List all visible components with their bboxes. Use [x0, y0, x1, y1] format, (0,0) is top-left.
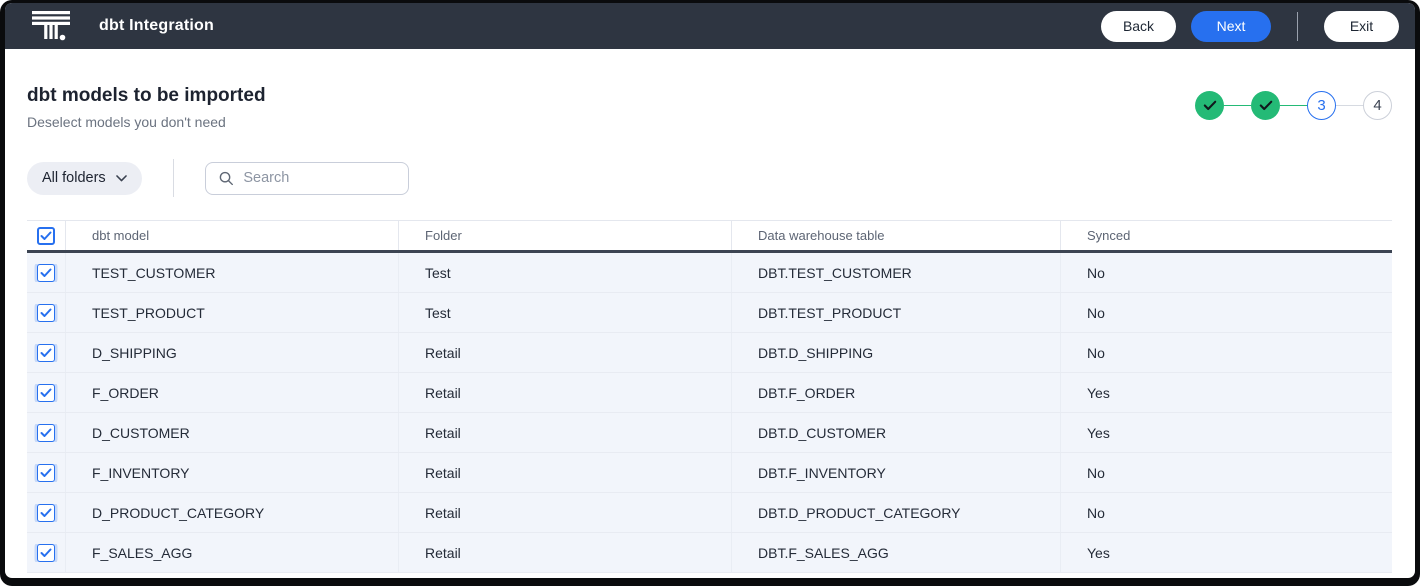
- search-icon: [219, 171, 233, 185]
- exit-button[interactable]: Exit: [1324, 10, 1399, 42]
- cell-folder: Test: [425, 304, 451, 321]
- folder-filter-dropdown[interactable]: All folders: [27, 161, 142, 195]
- wizard-step-4: 4: [1363, 91, 1392, 120]
- cell-synced: Yes: [1087, 384, 1110, 401]
- cell-folder: Retail: [425, 504, 461, 521]
- table-row: F_ORDER Retail DBT.F_ORDER Yes: [27, 373, 1392, 413]
- table-row: TEST_PRODUCT Test DBT.TEST_PRODUCT No: [27, 293, 1392, 333]
- cell-dbt-model: D_SHIPPING: [92, 344, 177, 361]
- search-box[interactable]: [204, 161, 409, 195]
- row-checkbox[interactable]: [37, 343, 55, 362]
- chevron-down-icon: [115, 174, 127, 181]
- filter-divider: [172, 159, 174, 197]
- cell-synced: Yes: [1087, 544, 1110, 561]
- section-title: dbt models to be imported: [27, 85, 266, 106]
- table-row: TEST_CUSTOMER Test DBT.TEST_CUSTOMER No: [27, 253, 1392, 293]
- cell-warehouse-table: DBT.F_INVENTORY: [758, 464, 886, 481]
- thoughtspot-logo-icon: [31, 10, 73, 42]
- section-subtitle: Deselect models you don't need: [27, 114, 226, 130]
- wizard-step-1-complete-icon: [1195, 91, 1224, 120]
- row-checkbox[interactable]: [37, 383, 55, 402]
- cell-warehouse-table: DBT.D_PRODUCT_CATEGORY: [758, 504, 961, 521]
- cell-dbt-model: F_SALES_AGG: [92, 544, 193, 561]
- cell-synced: No: [1087, 464, 1105, 481]
- cell-folder: Test: [425, 264, 451, 281]
- row-checkbox[interactable]: [37, 303, 55, 322]
- select-all-checkbox[interactable]: [37, 226, 55, 245]
- folder-filter-label: All folders: [42, 170, 106, 186]
- step-connector: [1280, 104, 1307, 107]
- cell-warehouse-table: DBT.TEST_CUSTOMER: [758, 264, 912, 281]
- cell-dbt-model: F_ORDER: [92, 384, 159, 401]
- search-input[interactable]: [243, 170, 398, 186]
- topbar-divider: [1297, 11, 1298, 41]
- next-button[interactable]: Next: [1191, 10, 1271, 42]
- cell-synced: No: [1087, 264, 1105, 281]
- table-body: TEST_CUSTOMER Test DBT.TEST_CUSTOMER No …: [27, 253, 1392, 573]
- page-head: dbt models to be imported Deselect model…: [27, 49, 1392, 130]
- filter-row: All folders: [27, 159, 1392, 197]
- cell-folder: Retail: [425, 464, 461, 481]
- cell-synced: No: [1087, 304, 1105, 321]
- cell-folder: Retail: [425, 344, 461, 361]
- cell-dbt-model: D_CUSTOMER: [92, 424, 190, 441]
- table-row: D_CUSTOMER Retail DBT.D_CUSTOMER Yes: [27, 413, 1392, 453]
- row-checkbox[interactable]: [37, 543, 55, 562]
- cell-folder: Retail: [425, 424, 461, 441]
- column-header-folder: Folder: [425, 228, 462, 243]
- table-row: D_PRODUCT_CATEGORY Retail DBT.D_PRODUCT_…: [27, 493, 1392, 533]
- wizard-step-2-complete-icon: [1251, 91, 1280, 120]
- cell-dbt-model: TEST_CUSTOMER: [92, 264, 216, 281]
- cell-folder: Retail: [425, 384, 461, 401]
- cell-folder: Retail: [425, 544, 461, 561]
- row-checkbox[interactable]: [37, 463, 55, 482]
- cell-warehouse-table: DBT.D_SHIPPING: [758, 344, 874, 361]
- cell-warehouse-table: DBT.TEST_PRODUCT: [758, 304, 902, 321]
- table-row: F_SALES_AGG Retail DBT.F_SALES_AGG Yes: [27, 533, 1392, 573]
- cell-synced: No: [1087, 344, 1105, 361]
- cell-dbt-model: D_PRODUCT_CATEGORY: [92, 504, 265, 521]
- wizard-step-3: 3: [1307, 91, 1336, 120]
- dbt-integration-window: dbt Integration Back Next Exit dbt model…: [5, 3, 1415, 578]
- step-connector: [1224, 104, 1251, 107]
- row-checkbox[interactable]: [37, 423, 55, 442]
- back-button[interactable]: Back: [1101, 10, 1176, 42]
- topbar: dbt Integration Back Next Exit: [5, 3, 1415, 49]
- table-row: D_SHIPPING Retail DBT.D_SHIPPING No: [27, 333, 1392, 373]
- column-header-synced: Synced: [1087, 228, 1131, 243]
- cell-warehouse-table: DBT.F_SALES_AGG: [758, 544, 889, 561]
- column-header-warehouse-table: Data warehouse table: [758, 228, 885, 243]
- cell-warehouse-table: DBT.F_ORDER: [758, 384, 856, 401]
- table-header-row: dbt model Folder Data warehouse table Sy…: [27, 220, 1392, 253]
- step-connector: [1336, 104, 1363, 107]
- cell-dbt-model: TEST_PRODUCT: [92, 304, 205, 321]
- table-row: F_INVENTORY Retail DBT.F_INVENTORY No: [27, 453, 1392, 493]
- topbar-actions: Back Next Exit: [1101, 10, 1399, 42]
- cell-dbt-model: F_INVENTORY: [92, 464, 190, 481]
- page-title: dbt Integration: [99, 17, 214, 34]
- row-checkbox[interactable]: [37, 263, 55, 282]
- cell-synced: No: [1087, 504, 1105, 521]
- main-content: dbt models to be imported Deselect model…: [5, 49, 1415, 573]
- models-table: dbt model Folder Data warehouse table Sy…: [27, 220, 1392, 573]
- cell-synced: Yes: [1087, 424, 1110, 441]
- row-checkbox[interactable]: [37, 503, 55, 522]
- cell-warehouse-table: DBT.D_CUSTOMER: [758, 424, 887, 441]
- column-header-dbt-model: dbt model: [92, 228, 150, 243]
